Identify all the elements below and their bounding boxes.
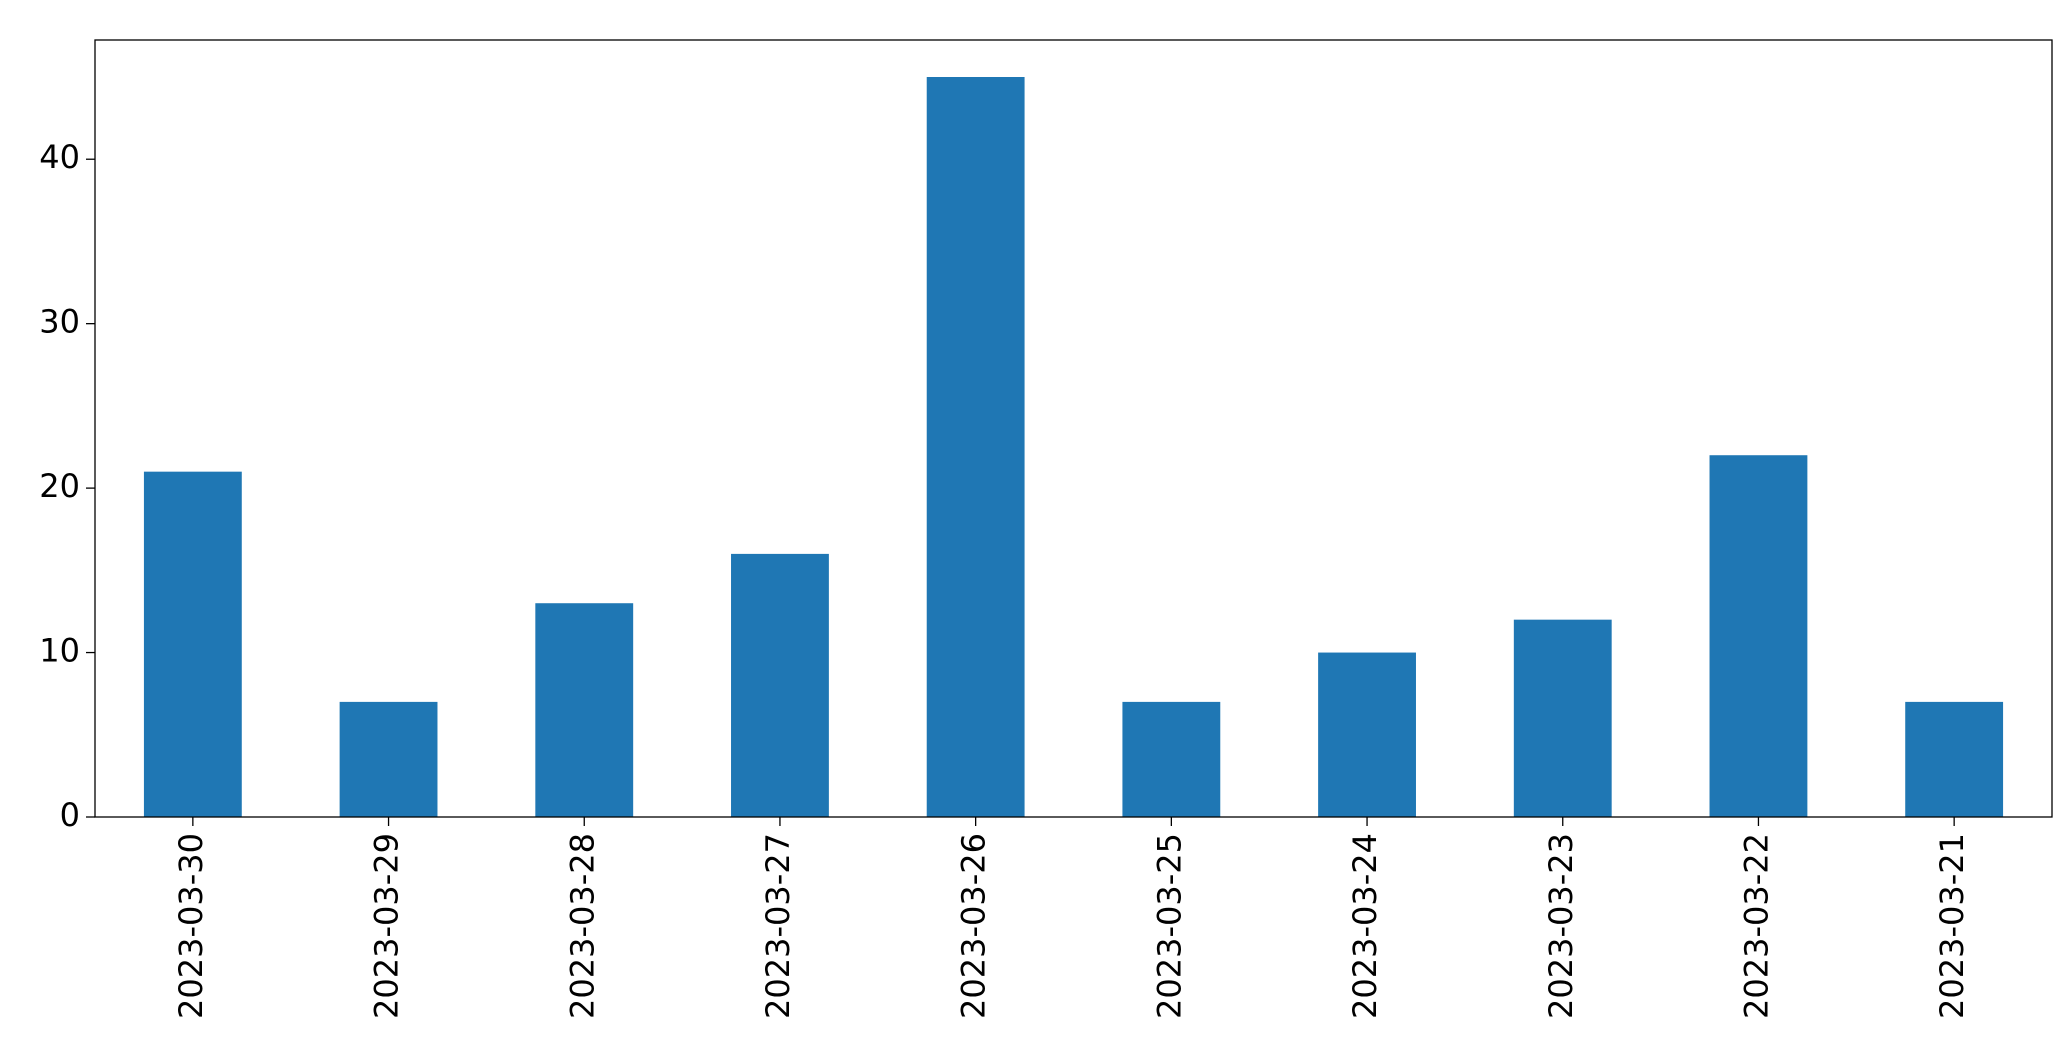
y-tick-label: 20 (39, 467, 80, 505)
x-tick-label: 2023-03-23 (1542, 833, 1580, 1019)
x-tick-label: 2023-03-28 (563, 833, 601, 1019)
x-tick-label: 2023-03-30 (172, 833, 210, 1019)
bar (1318, 652, 1416, 817)
y-tick-label: 30 (39, 303, 80, 341)
x-tick-label: 2023-03-24 (1346, 833, 1384, 1019)
x-tick-label: 2023-03-26 (955, 833, 993, 1019)
y-tick-label: 40 (39, 138, 80, 176)
bar (1122, 701, 1221, 817)
bar (1905, 701, 2004, 817)
x-tick-label: 2023-03-21 (1933, 833, 1971, 1019)
x-tick-label: 2023-03-27 (759, 833, 797, 1019)
y-tick-label: 10 (39, 632, 80, 670)
x-tick-label: 2023-03-25 (1150, 833, 1188, 1019)
y-tick-label: 0 (60, 796, 80, 834)
bar (1709, 455, 1808, 817)
plot-frame (94, 39, 2053, 818)
bar (143, 471, 242, 817)
x-tick-label: 2023-03-22 (1737, 833, 1775, 1019)
bar (339, 701, 438, 817)
x-tick-label: 2023-03-29 (368, 833, 406, 1019)
bar (535, 603, 634, 817)
bar (1513, 619, 1612, 817)
bar (926, 77, 1025, 817)
bar (731, 553, 829, 817)
